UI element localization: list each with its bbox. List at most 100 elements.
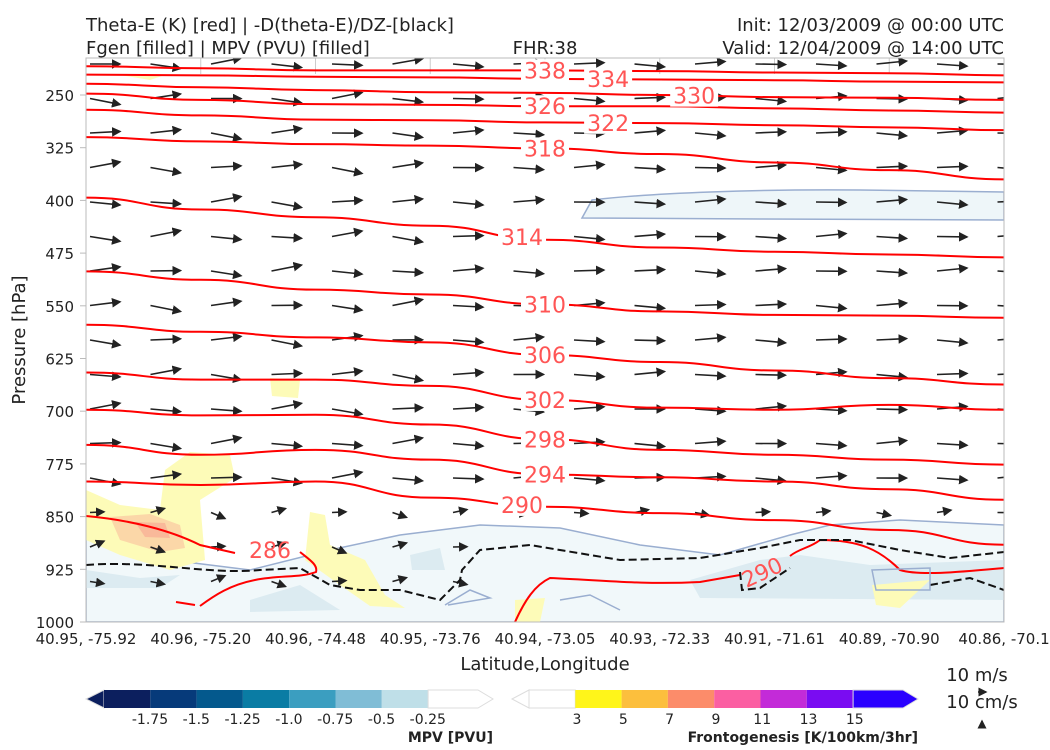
- wind-vector: [331, 195, 364, 206]
- wind-vector: [634, 92, 667, 103]
- wind-vector: [634, 126, 667, 136]
- wind-vector: [513, 195, 546, 206]
- y-tick-label: 325: [45, 140, 74, 158]
- contour-label-background: [521, 95, 569, 118]
- contour-label-330: 330: [673, 85, 715, 110]
- wind-vector: [936, 161, 969, 172]
- wind-vector: [513, 268, 546, 278]
- wind-vector: [331, 545, 348, 555]
- wind-vector: [815, 334, 848, 345]
- colorbar-swatch: [104, 690, 151, 708]
- contour-label-326: 326: [524, 95, 566, 120]
- wind-vector: [89, 263, 122, 273]
- contour-label-background: [521, 428, 569, 451]
- wind-vector: [150, 406, 183, 416]
- y-tick-label: 250: [45, 87, 74, 105]
- wind-vector: [452, 264, 485, 274]
- wind-vector: [876, 371, 909, 382]
- wind-vector: [150, 365, 183, 376]
- colorbar-swatch: [242, 690, 290, 708]
- wind-vector: [331, 367, 364, 377]
- wind-vector: [513, 129, 546, 140]
- wind-vector: [452, 231, 485, 241]
- mpv-fill-upper: [580, 189, 1004, 221]
- wind-vector: [150, 304, 183, 315]
- wind-vector: [392, 403, 425, 413]
- wind-vector: [634, 164, 667, 174]
- colorbar-tick-label: 11: [753, 712, 771, 728]
- wind-vector: [936, 199, 969, 209]
- wind-vector: [210, 233, 243, 244]
- wind-vector: [573, 58, 606, 68]
- wind-vector: [634, 440, 667, 451]
- colorbar-swatch: [760, 690, 807, 708]
- wind-vector: [876, 195, 909, 205]
- contour-label-314: 314: [501, 226, 543, 251]
- fgen-fill-2: [305, 512, 405, 608]
- wind-vector: [392, 159, 425, 169]
- wind-vector: [271, 160, 304, 170]
- wind-vector: [936, 264, 969, 274]
- wind-vector: [89, 577, 106, 588]
- colorbar-swatch: [528, 689, 576, 709]
- contour-label-background: [670, 84, 719, 107]
- wind-vector: [634, 265, 667, 275]
- colorbar-swatch: [714, 690, 761, 708]
- wind-vector: [271, 339, 304, 350]
- y-tick-label: 400: [45, 192, 74, 210]
- wind-vector: [755, 475, 788, 485]
- colorbar-tick-label: 15: [846, 712, 864, 728]
- contour-label-background: [498, 225, 547, 248]
- wind-vector: [755, 198, 788, 209]
- colorbar-tick-label: -0.5: [368, 712, 395, 728]
- wind-vector: [452, 368, 485, 378]
- wind-vector: [876, 404, 909, 415]
- contour-label-306: 306: [524, 344, 566, 369]
- stability-dashed-contour: [86, 539, 1004, 602]
- contour-label-310: 310: [524, 293, 566, 318]
- wind-vector: [997, 97, 1004, 100]
- colorbar-swatch: [150, 690, 197, 708]
- contour-label-background: [498, 493, 547, 516]
- wind-vector: [210, 510, 227, 520]
- wind-vector: [392, 434, 425, 445]
- wind-vector: [997, 200, 1004, 203]
- contour-label-background: [521, 343, 569, 366]
- wind-vector: [210, 574, 227, 584]
- wind-vector: [573, 371, 606, 381]
- y-tick-label: 550: [45, 298, 74, 316]
- wind-vector: [815, 127, 848, 137]
- wind-vector: [271, 261, 304, 272]
- x-tick-label: 40.94, -73.05: [495, 630, 596, 648]
- wind-vector: [210, 332, 243, 343]
- wind-vector: [573, 336, 606, 347]
- contour-label-322: 322: [587, 112, 629, 137]
- wind-vector: [997, 270, 1004, 273]
- y-tick-label: 850: [45, 509, 74, 527]
- contour-label-background: [521, 137, 569, 160]
- wind-vector: [452, 336, 485, 347]
- colorbar-tick-label: 5: [619, 712, 628, 728]
- colorbar-tick-label: 3: [573, 712, 582, 728]
- x-tick-label: 40.96, -75.20: [150, 630, 251, 648]
- wind-vector: [452, 61, 485, 71]
- wind-vector: [755, 127, 788, 137]
- wind-vector: [89, 400, 122, 410]
- wind-vector: [694, 299, 727, 310]
- wind-vector: [150, 506, 167, 516]
- wind-vector: [392, 373, 425, 384]
- wind-vector: [210, 297, 243, 308]
- contour-label-290: 290: [501, 494, 543, 519]
- wind-vector: [876, 334, 909, 344]
- wind-vector: [331, 440, 364, 450]
- colorbar-swatch: [427, 689, 494, 709]
- colorbar-swatch: [852, 689, 919, 709]
- wind-vector: [210, 472, 243, 483]
- wind-vector: [271, 440, 304, 451]
- contour-label-298: 298: [524, 428, 566, 453]
- wind-vector: [694, 268, 727, 278]
- wind-vector: [150, 125, 183, 136]
- ref-vector-horizontal-label: 10 m/s: [946, 665, 1008, 686]
- colorbar-tick-label: -1.0: [275, 712, 302, 728]
